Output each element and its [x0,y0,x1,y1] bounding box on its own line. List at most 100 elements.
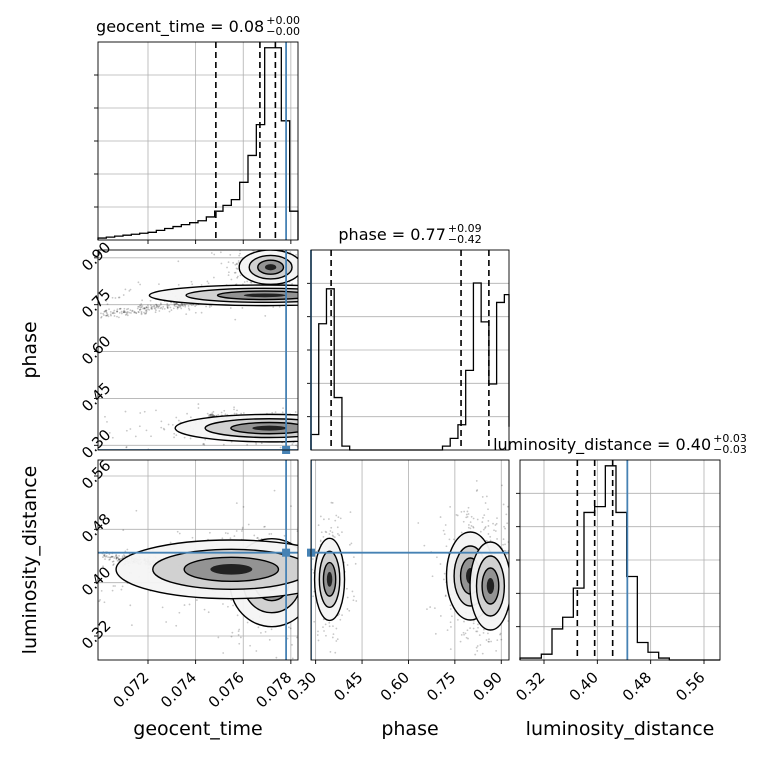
scatter-point [368,287,370,289]
scatter-point [444,524,447,526]
x-axis-label: luminosity_distance [526,718,715,740]
scatter-point [289,627,292,630]
scatter-point [489,535,492,538]
x-tick-label: 0.90 [470,668,506,704]
scatter-point [150,307,153,310]
scatter-point [109,558,111,561]
scatter-point [462,631,465,634]
scatter-point [111,296,114,299]
scatter-point [234,271,237,274]
scatter-point [173,432,176,435]
scatter-point [337,297,339,299]
scatter-point [306,269,308,271]
scatter-point [147,308,149,310]
panel-phase-hist: phase = 0.77 +0.09−0.42 [307,222,510,451]
scatter-point [306,531,308,533]
scatter-point [346,564,349,566]
scatter-point [412,422,414,424]
scatter-point [443,533,446,535]
scatter-point [106,314,109,317]
scatter-point [341,531,343,534]
scatter-point [165,621,168,623]
scatter-point [450,626,452,628]
scatter-point [143,410,146,413]
scatter-point [119,307,122,310]
scatter-point [232,604,234,607]
scatter-point [236,275,239,278]
scatter-point [243,281,246,283]
scatter-point [336,526,339,529]
scatter-point [365,574,367,576]
scatter-point [515,567,517,569]
scatter-point [137,281,140,284]
scatter-point [479,644,482,646]
scatter-point [184,304,186,306]
scatter-point [178,304,181,307]
scatter-point [489,539,492,542]
scatter-point [295,444,298,447]
title-minus-error: −0.00 [266,25,300,38]
scatter-point [179,304,182,306]
scatter-point [461,288,463,290]
scatter-point [312,417,314,419]
scatter-point [504,549,507,552]
scatter-point [301,590,303,592]
scatter-point [308,289,310,291]
scatter-point [137,305,140,308]
scatter-point [466,515,469,518]
scatter-point [305,416,307,418]
scatter-point [135,509,138,512]
scatter-point [329,651,332,653]
scatter-point [348,609,351,612]
scatter-point [397,436,399,438]
scatter-point [306,293,308,295]
scatter-point [460,633,463,636]
scatter-point [331,534,334,537]
scatter-point [300,247,302,249]
scatter-point [110,314,112,317]
scatter-point [219,251,222,254]
scatter-point [184,304,186,307]
scatter-point [134,311,136,314]
scatter-point [122,309,125,312]
scatter-point [176,303,179,306]
scatter-point [321,524,323,526]
scatter-point [368,594,370,596]
y-tick-label: 0.45 [78,379,114,415]
scatter-point [510,610,512,612]
scatter-point [323,435,325,437]
scatter-point [222,443,225,446]
scatter-point [123,555,126,558]
scatter-point [118,311,121,314]
scatter-point [236,409,238,412]
scatter-point [449,604,452,607]
scatter-point [356,420,358,422]
scatter-point [349,511,352,514]
scatter-point [109,310,112,313]
scatter-point [328,533,331,535]
scatter-point [177,283,180,286]
scatter-point [302,255,304,257]
scatter-point [291,283,293,285]
scatter-point [463,633,465,636]
scatter-point [325,634,327,637]
scatter-point [75,592,77,594]
scatter-point [102,314,105,317]
scatter-point [112,560,115,563]
scatter-point [139,283,142,286]
scatter-point [389,286,391,288]
scatter-point [306,544,308,546]
scatter-point [126,314,129,317]
scatter-point [160,303,162,306]
scatter-point [467,506,470,509]
scatter-point [384,538,386,540]
scatter-point [236,614,239,617]
scatter-point [105,555,108,557]
scatter-point [355,600,358,602]
scatter-point [68,300,70,302]
scatter-point [510,577,512,579]
scatter-point [242,412,245,414]
scatter-point [298,427,300,429]
scatter-point [316,545,318,547]
scatter-point [176,306,179,309]
